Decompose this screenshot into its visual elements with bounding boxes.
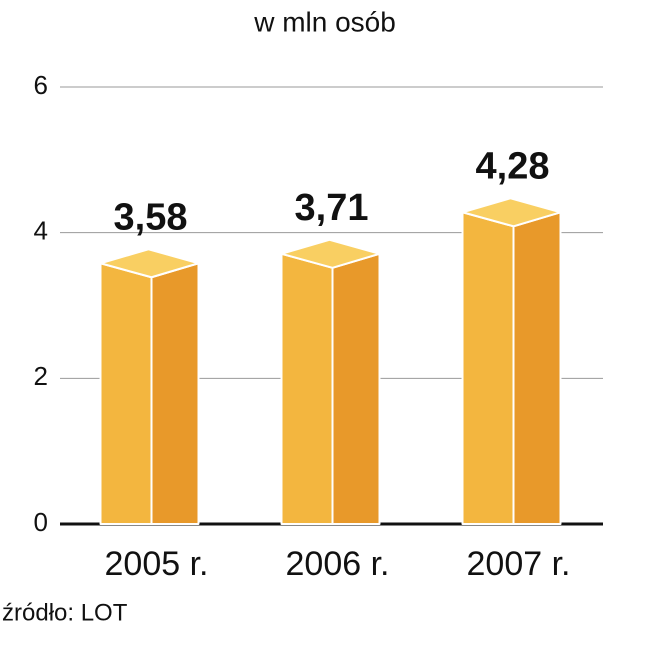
bar-side: [331, 252, 381, 525]
chart-title: w mln osób: [253, 6, 396, 37]
y-tick-label: 4: [34, 216, 48, 246]
bar-top: [99, 248, 200, 279]
x-tick-label: 2007 r.: [467, 545, 571, 583]
bar: [99, 248, 200, 525]
value-label: 3,58: [114, 196, 188, 238]
bar-front: [461, 211, 515, 525]
bar-side: [512, 211, 562, 525]
y-tick-label: 6: [34, 70, 48, 100]
bar-top: [461, 197, 562, 228]
y-tick-label: 0: [34, 507, 48, 537]
y-tick-label: 2: [34, 361, 48, 391]
value-label: 3,71: [295, 187, 369, 229]
bar: [461, 197, 562, 525]
x-tick-label: 2005 r.: [105, 545, 209, 583]
bar-top: [280, 238, 381, 269]
bar-side: [150, 262, 200, 525]
bar-front: [280, 252, 334, 525]
source: źródło: LOT: [2, 599, 128, 626]
bar-front: [99, 262, 153, 525]
value-label: 4,28: [476, 145, 550, 187]
x-tick-label: 2006 r.: [286, 545, 390, 583]
bar: [280, 238, 381, 525]
